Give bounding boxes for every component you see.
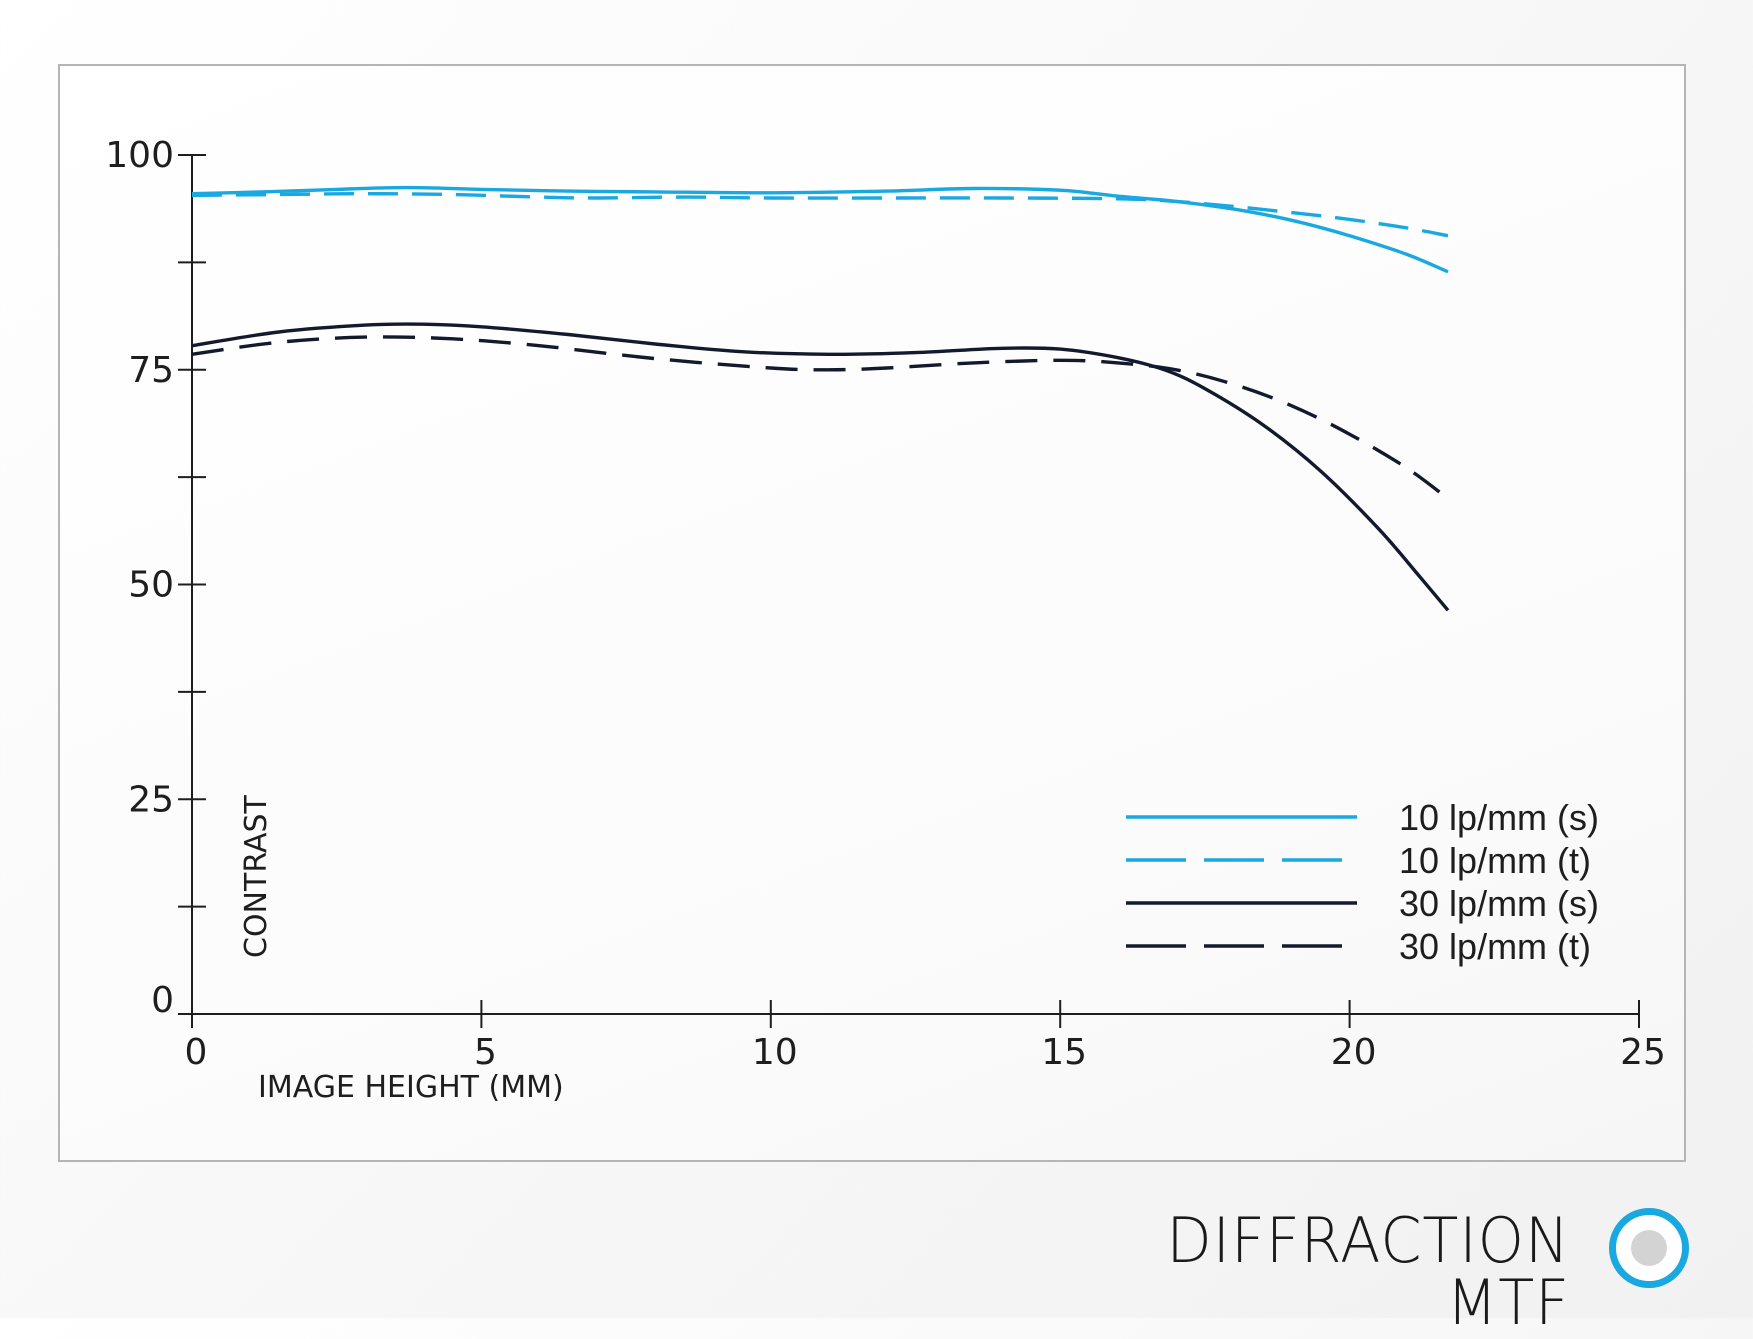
series-line-30-lp-mm-t — [191, 335, 1450, 500]
chart-footer-title: DIFFRACTION MTF — [1166, 1204, 1570, 1339]
legend-label-30-lp-mm-t: 30 lp/mm (t) — [1399, 926, 1591, 967]
mtf-chart: 0 25 50 75 100 0 5 10 15 20 25 CONTRAST IMAGE HEIG… — [105, 135, 1666, 1105]
x-tick-label: 5 — [474, 1032, 497, 1073]
legend-label-10-lp-mm-t: 10 lp/mm (t) — [1399, 840, 1591, 881]
y-tick-label: 0 — [151, 980, 174, 1021]
radio-indicator-dot — [1631, 1230, 1667, 1266]
legend: 10 lp/mm (s)10 lp/mm (t)30 lp/mm (s)30 l… — [1126, 797, 1599, 967]
x-tick-label: 15 — [1041, 1032, 1087, 1073]
x-tick-label: 20 — [1331, 1032, 1377, 1073]
legend-label-30-lp-mm-s: 30 lp/mm (s) — [1399, 883, 1599, 924]
x-tick-label: 25 — [1620, 1032, 1666, 1073]
y-tick-label: 100 — [105, 135, 174, 176]
x-tick-label: 0 — [185, 1032, 208, 1073]
series-line-10-lp-mm-t — [191, 191, 1449, 238]
series-lines — [191, 185, 1450, 612]
y-tick-label: 75 — [128, 350, 174, 391]
axes: 0 25 50 75 100 0 5 10 15 20 25 — [105, 135, 1666, 1073]
series-line-10-lp-mm-s — [191, 185, 1449, 274]
y-axis-title: CONTRAST — [239, 794, 274, 958]
x-axis-title: IMAGE HEIGHT (MM) — [258, 1070, 564, 1105]
legend-label-10-lp-mm-s: 10 lp/mm (s) — [1399, 797, 1599, 838]
diffraction-mtf-radio-button[interactable] — [1609, 1208, 1689, 1288]
y-tick-label: 50 — [128, 565, 174, 606]
x-tick-label: 10 — [752, 1032, 798, 1073]
chart-frame: 0 25 50 75 100 0 5 10 15 20 25 CONTRAST IMAGE HEIG… — [58, 64, 1686, 1162]
series-line-30-lp-mm-s — [191, 322, 1450, 612]
y-tick-label: 25 — [128, 779, 174, 820]
